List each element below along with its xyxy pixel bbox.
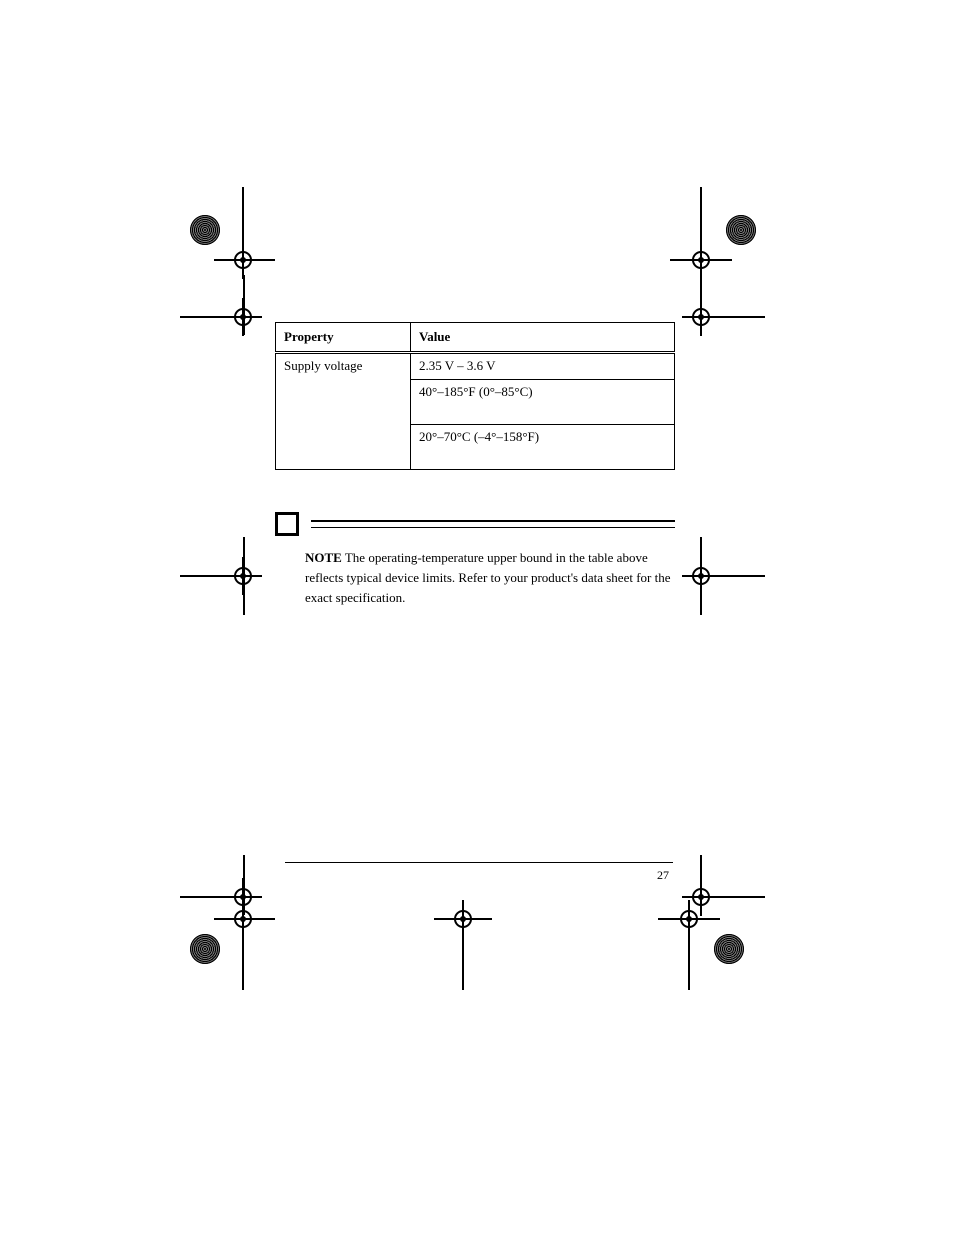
note-block: NOTE The operating‑temperature upper bou… bbox=[275, 512, 675, 608]
note-body: The operating‑temperature upper bound in… bbox=[305, 550, 671, 605]
note-heading: NOTE bbox=[305, 550, 342, 565]
table-header-value: Value bbox=[411, 323, 675, 353]
table-cell: 20°–70°C (–4°–158°F) bbox=[411, 424, 675, 469]
table-cell: 2.35 V – 3.6 V bbox=[411, 353, 675, 379]
divider bbox=[285, 862, 673, 863]
table-cell: 40°–185°F (0°–85°C) bbox=[411, 379, 675, 424]
page: Property Value Supply voltage 2.35 V – 3… bbox=[0, 0, 954, 1235]
page-number: 27 bbox=[657, 868, 669, 883]
table-cell: Supply voltage bbox=[276, 353, 411, 469]
note-icon bbox=[275, 512, 299, 536]
table-header-property: Property bbox=[276, 323, 411, 353]
content-column: Property Value Supply voltage 2.35 V – 3… bbox=[275, 322, 675, 608]
divider bbox=[311, 520, 675, 528]
spec-table: Property Value Supply voltage 2.35 V – 3… bbox=[275, 322, 675, 470]
